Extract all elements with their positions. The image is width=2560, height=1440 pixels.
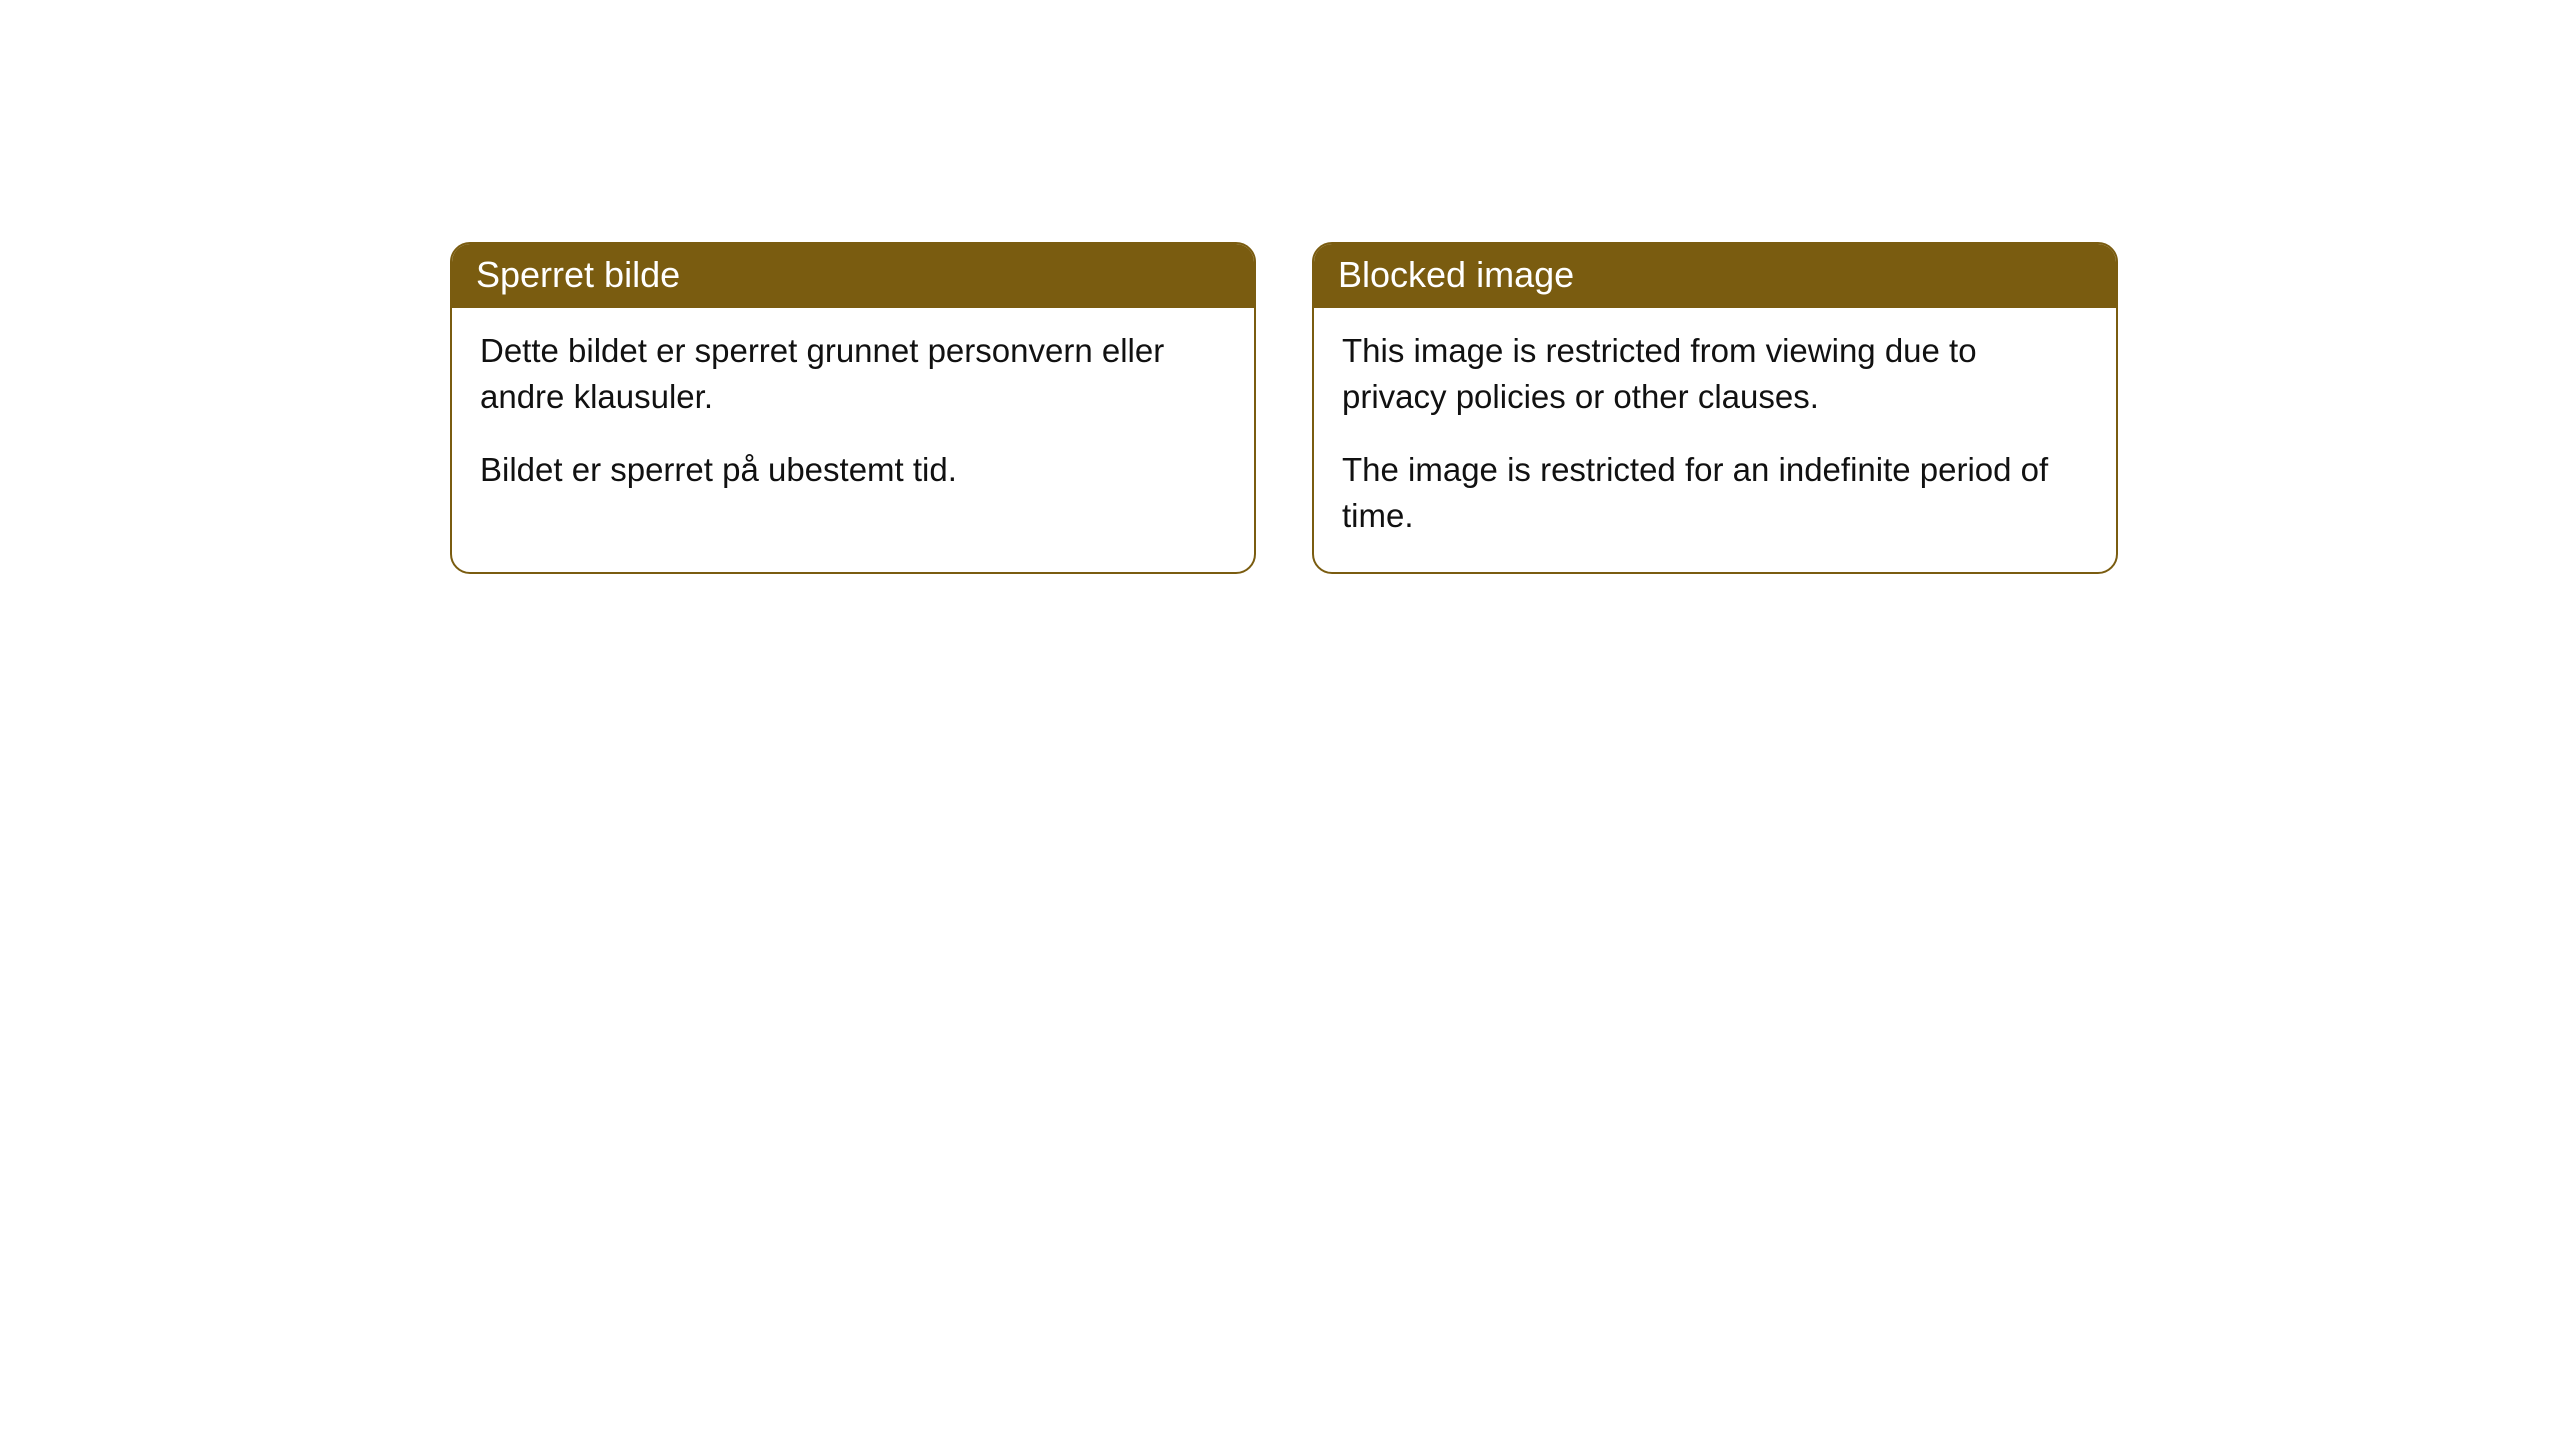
notice-header: Blocked image bbox=[1314, 244, 2116, 308]
notice-paragraph: Bildet er sperret på ubestemt tid. bbox=[480, 447, 1226, 493]
notice-paragraph: This image is restricted from viewing du… bbox=[1342, 328, 2088, 419]
notice-box-norwegian: Sperret bilde Dette bildet er sperret gr… bbox=[450, 242, 1256, 574]
notice-body: Dette bildet er sperret grunnet personve… bbox=[452, 308, 1254, 527]
notice-container: Sperret bilde Dette bildet er sperret gr… bbox=[0, 0, 2560, 574]
notice-box-english: Blocked image This image is restricted f… bbox=[1312, 242, 2118, 574]
notice-paragraph: The image is restricted for an indefinit… bbox=[1342, 447, 2088, 538]
notice-paragraph: Dette bildet er sperret grunnet personve… bbox=[480, 328, 1226, 419]
notice-body: This image is restricted from viewing du… bbox=[1314, 308, 2116, 572]
notice-header: Sperret bilde bbox=[452, 244, 1254, 308]
